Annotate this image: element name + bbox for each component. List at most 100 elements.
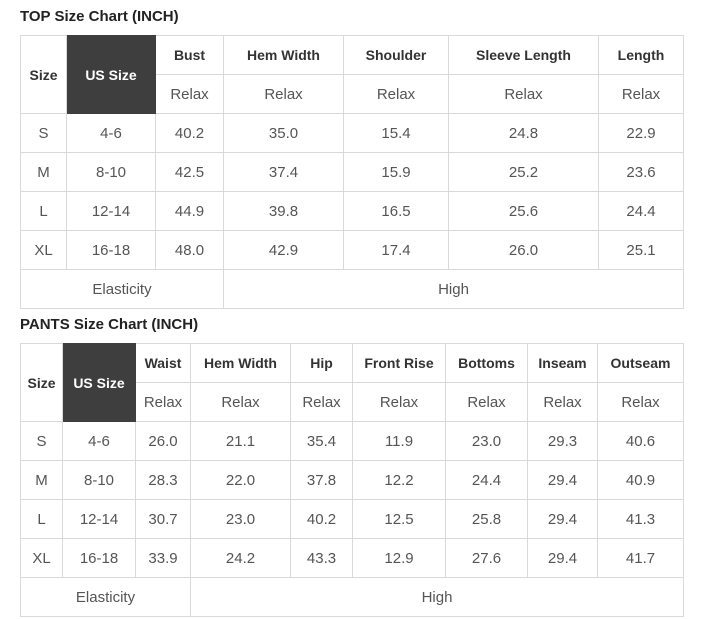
table-row: M 8-10 42.5 37.4 15.9 25.2 23.6 [20,152,684,192]
value-cell: 15.9 [343,152,449,192]
top-fit-cell: Relax [448,74,599,114]
us-size-cell: 4-6 [66,113,156,153]
value-cell: 28.3 [135,460,191,500]
table-row: XL 16-18 48.0 42.9 17.4 26.0 25.1 [20,230,684,270]
elasticity-label-cell: Elasticity [20,269,224,309]
value-cell: 40.6 [597,421,684,461]
value-cell: 42.9 [223,230,344,270]
size-cell: M [20,152,67,192]
pants-column-header-hem-width: Hem Width [190,343,291,383]
value-cell: 43.3 [290,538,353,578]
value-cell: 40.9 [597,460,684,500]
value-cell: 33.9 [135,538,191,578]
pants-column-header-inseam: Inseam [527,343,598,383]
pants-fit-cell: Relax [597,382,684,422]
size-cell: L [20,499,63,539]
pants-size-table: Size US Size Waist Hem Width Hip Front R… [20,343,684,617]
pants-fit-cell: Relax [290,382,353,422]
table-row: S 4-6 40.2 35.0 15.4 24.8 22.9 [20,113,684,153]
value-cell: 35.4 [290,421,353,461]
size-cell: XL [20,538,63,578]
value-cell: 41.3 [597,499,684,539]
pants-fit-cell: Relax [445,382,528,422]
value-cell: 40.2 [155,113,224,153]
us-size-cell: 16-18 [62,538,136,578]
value-cell: 37.4 [223,152,344,192]
table-row: L 12-14 30.7 23.0 40.2 12.5 25.8 29.4 41… [20,499,684,539]
top-size-table: Size US Size Bust Hem Width Shoulder Sle… [20,35,684,309]
value-cell: 35.0 [223,113,344,153]
value-cell: 24.8 [448,113,599,153]
value-cell: 17.4 [343,230,449,270]
value-cell: 12.5 [352,499,446,539]
value-cell: 22.9 [598,113,684,153]
value-cell: 21.1 [190,421,291,461]
top-chart-title: TOP Size Chart (INCH) [20,8,179,25]
value-cell: 12.9 [352,538,446,578]
table-row: S 4-6 26.0 21.1 35.4 11.9 23.0 29.3 40.6 [20,421,684,461]
pants-column-header-waist: Waist [135,343,191,383]
us-size-cell: 4-6 [62,421,136,461]
top-fit-cell: Relax [598,74,684,114]
pants-fit-cell: Relax [190,382,291,422]
value-cell: 16.5 [343,191,449,231]
value-cell: 44.9 [155,191,224,231]
value-cell: 30.7 [135,499,191,539]
top-column-header-bust: Bust [155,35,224,75]
top-column-header-sleeve-length: Sleeve Length [448,35,599,75]
value-cell: 41.7 [597,538,684,578]
pants-size-chart-section: PANTS Size Chart (INCH) Size US Size Wai… [20,316,703,617]
value-cell: 29.4 [527,499,598,539]
value-cell: 25.6 [448,191,599,231]
elasticity-row: Elasticity High [20,577,684,617]
us-size-cell: 8-10 [62,460,136,500]
value-cell: 24.4 [445,460,528,500]
pants-column-header-hip: Hip [290,343,353,383]
value-cell: 25.2 [448,152,599,192]
top-fit-cell: Relax [223,74,344,114]
us-size-cell: 16-18 [66,230,156,270]
value-cell: 40.2 [290,499,353,539]
elasticity-value-cell: High [190,577,684,617]
value-cell: 23.0 [445,421,528,461]
size-cell: S [20,421,63,461]
pants-header-row: Size US Size Waist Hem Width Hip Front R… [20,343,684,422]
value-cell: 39.8 [223,191,344,231]
pants-fit-row: Relax Relax Relax Relax Relax Relax Rela… [21,382,684,422]
size-cell: XL [20,230,67,270]
table-row: M 8-10 28.3 22.0 37.8 12.2 24.4 29.4 40.… [20,460,684,500]
top-column-header-hem-width: Hem Width [223,35,344,75]
value-cell: 48.0 [155,230,224,270]
value-cell: 24.4 [598,191,684,231]
size-cell: S [20,113,67,153]
value-cell: 37.8 [290,460,353,500]
size-cell: M [20,460,63,500]
top-size-chart-section: TOP Size Chart (INCH) Size US Size Bust … [20,8,703,309]
table-row: L 12-14 44.9 39.8 16.5 25.6 24.4 [20,191,684,231]
value-cell: 23.6 [598,152,684,192]
pants-size-header-cell: Size [20,343,63,422]
value-cell: 11.9 [352,421,446,461]
pants-fit-cell: Relax [352,382,446,422]
value-cell: 29.4 [527,460,598,500]
table-row: XL 16-18 33.9 24.2 43.3 12.9 27.6 29.4 4… [20,538,684,578]
elasticity-label-cell: Elasticity [20,577,191,617]
us-size-cell: 8-10 [66,152,156,192]
top-fit-cell: Relax [343,74,449,114]
value-cell: 29.4 [527,538,598,578]
pants-fit-cell: Relax [135,382,191,422]
top-size-header-cell: Size [20,35,67,114]
pants-fit-cell: Relax [527,382,598,422]
pants-column-header-bottoms: Bottoms [445,343,528,383]
value-cell: 22.0 [190,460,291,500]
pants-us-size-header-cell: US Size [62,343,136,422]
us-size-cell: 12-14 [66,191,156,231]
top-us-size-header-cell: US Size [66,35,156,114]
value-cell: 27.6 [445,538,528,578]
top-fit-row: Relax Relax Relax Relax Relax [21,74,684,114]
top-column-header-length: Length [598,35,684,75]
elasticity-row: Elasticity High [20,269,684,309]
elasticity-value-cell: High [223,269,684,309]
value-cell: 42.5 [155,152,224,192]
pants-chart-title: PANTS Size Chart (INCH) [20,316,199,333]
